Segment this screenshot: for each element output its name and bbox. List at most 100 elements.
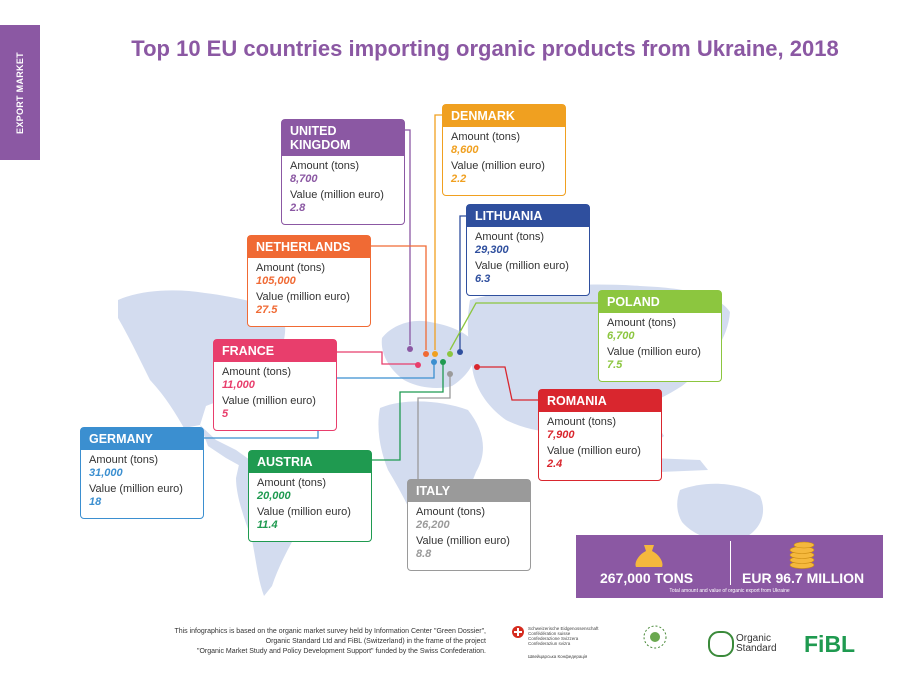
- amount-value: 31,000: [89, 467, 123, 479]
- amount-label: Amount (tons): [256, 262, 326, 274]
- swiss-ua: Швейцарська Конфедерація: [528, 654, 588, 659]
- connector-poland: [449, 302, 598, 351]
- coins-icon: [789, 541, 815, 569]
- indonesia: [650, 458, 708, 472]
- dot-romania: [474, 364, 480, 370]
- amount-value: 26,200: [416, 519, 450, 531]
- amount-label: Amount (tons): [547, 416, 617, 428]
- value-label: Value (million euro): [451, 160, 545, 172]
- footer-line: This infographics is based on the organi…: [174, 628, 486, 635]
- value-value: 11.4: [257, 519, 278, 531]
- amount-label: Amount (tons): [290, 160, 360, 172]
- connector-france: [337, 351, 418, 365]
- country-card: FRANCE Amount (tons) 11,000 Value (million …: [213, 339, 337, 431]
- amount-label: Amount (tons): [475, 231, 545, 243]
- amount-label: Amount (tons): [89, 454, 159, 466]
- swiss-line: Schweizerische Eidgenossenschaft: [528, 626, 599, 631]
- money-bag-icon: [635, 545, 663, 567]
- value-label: Value (million euro): [607, 346, 701, 358]
- value-label: Value (million euro): [547, 445, 641, 457]
- swiss-line: Confédération suisse: [528, 631, 571, 636]
- dot-italy: [447, 371, 453, 377]
- europe: [381, 320, 477, 388]
- summary-icons: [635, 541, 815, 569]
- central-america: [200, 425, 250, 468]
- amount-label: Amount (tons): [257, 477, 327, 489]
- country-name: NETHERLANDS: [248, 236, 370, 258]
- value-value: 6.3: [475, 273, 491, 285]
- country-card: POLAND Amount (tons) 6,700 Value (million e…: [598, 290, 722, 382]
- summary-divider: [730, 541, 731, 585]
- connector-italy: [417, 374, 451, 480]
- value-value: 8.8: [416, 548, 432, 560]
- value-value: 5: [222, 408, 229, 420]
- connector-denmark: [434, 114, 442, 350]
- footer-line: "Organic Market Study and Policy Develop…: [196, 648, 486, 655]
- value-label: Value (million euro): [257, 506, 351, 518]
- connector-netherlands: [370, 245, 427, 350]
- swiss-line: Confederaziun svizra: [528, 641, 571, 646]
- amount-value: 8,700: [290, 173, 318, 185]
- country-name: POLAND: [599, 291, 721, 313]
- country-name: AUSTRIA: [249, 451, 371, 473]
- country-card: ITALY Amount (tons) 26,200 Value (million e…: [407, 479, 531, 571]
- swiss-line: Confederazione Svizzera: [528, 636, 579, 641]
- dot-france: [415, 362, 421, 368]
- dot-netherlands: [423, 351, 429, 357]
- value-value: 18: [89, 496, 102, 508]
- connector-uk: [404, 129, 411, 345]
- summary-euro: EUR 96.7 MILLION: [742, 570, 865, 586]
- page-title: Top 10 EU countries importing organic pr…: [131, 36, 839, 61]
- dot-denmark: [432, 351, 438, 357]
- value-label: Value (million euro): [416, 535, 510, 547]
- dot-poland: [447, 351, 453, 357]
- country-name: DENMARK: [443, 105, 565, 127]
- swiss-text: Schweizerische Eidgenossenschaft Confédé…: [528, 626, 608, 646]
- dot-germany: [431, 359, 437, 365]
- amount-value: 29,300: [475, 244, 509, 256]
- green-dossier-logo: [640, 624, 670, 654]
- value-label: Value (million euro): [89, 483, 183, 495]
- country-name: FRANCE: [214, 340, 336, 362]
- organic-standard-text: Organic Standard: [736, 633, 777, 654]
- connector-austria: [370, 362, 444, 461]
- summary-tons: 267,000 TONS: [600, 570, 694, 586]
- tree-icon: [643, 625, 667, 649]
- country-card: DENMARK Amount (tons) 8,600 Value (million …: [442, 104, 566, 196]
- value-value: 7.5: [607, 359, 623, 371]
- dot-lithuania: [457, 349, 463, 355]
- footer-line: Organic Standard Ltd and FiBL (Switzerla…: [265, 638, 486, 645]
- amount-value: 105,000: [256, 275, 296, 287]
- country-card: NETHERLANDS Amount (tons) 105,000 Value (mi…: [247, 235, 371, 327]
- swiss-flag-icon: [512, 626, 524, 638]
- country-card: ROMANIA Amount (tons) 7,900 Value (million …: [538, 389, 662, 481]
- north-america: [118, 290, 286, 428]
- country-card: GERMANY Amount (tons) 31,000 Value (million…: [80, 427, 204, 519]
- connector-lithuania: [459, 215, 466, 350]
- amount-value: 6,700: [607, 330, 635, 342]
- country-name: GERMANY: [81, 428, 203, 450]
- country-name: UNITED KINGDOM: [282, 120, 404, 156]
- amount-label: Amount (tons): [607, 317, 677, 329]
- country-card: AUSTRIA Amount (tons) 20,000 Value (million…: [248, 450, 372, 542]
- country-card: LITHUANIA Amount (tons) 29,300 Value (milli…: [466, 204, 590, 296]
- country-name: ITALY: [408, 480, 530, 502]
- summary-caption: Total amount and value of organic export…: [669, 588, 790, 594]
- amount-value: 8,600: [451, 144, 479, 156]
- country-dots: [407, 346, 480, 377]
- value-label: Value (million euro): [290, 189, 384, 201]
- amount-label: Amount (tons): [222, 366, 292, 378]
- value-label: Value (million euro): [222, 395, 316, 407]
- value-value: 2.2: [451, 173, 467, 185]
- value-value: 2.4: [547, 458, 563, 470]
- value-label: Value (million euro): [475, 260, 569, 272]
- amount-label: Amount (tons): [416, 506, 486, 518]
- country-card: UNITED KINGDOM Amount (tons) 8,700 Value (m…: [281, 119, 405, 225]
- value-value: 2.8: [290, 202, 306, 214]
- amount-label: Amount (tons): [451, 131, 521, 143]
- side-tab: EXPORT MARKET: [0, 25, 40, 160]
- dot-uk: [407, 346, 413, 352]
- value-label: Value (million euro): [256, 291, 350, 303]
- dot-austria: [440, 359, 446, 365]
- australia: [677, 483, 764, 542]
